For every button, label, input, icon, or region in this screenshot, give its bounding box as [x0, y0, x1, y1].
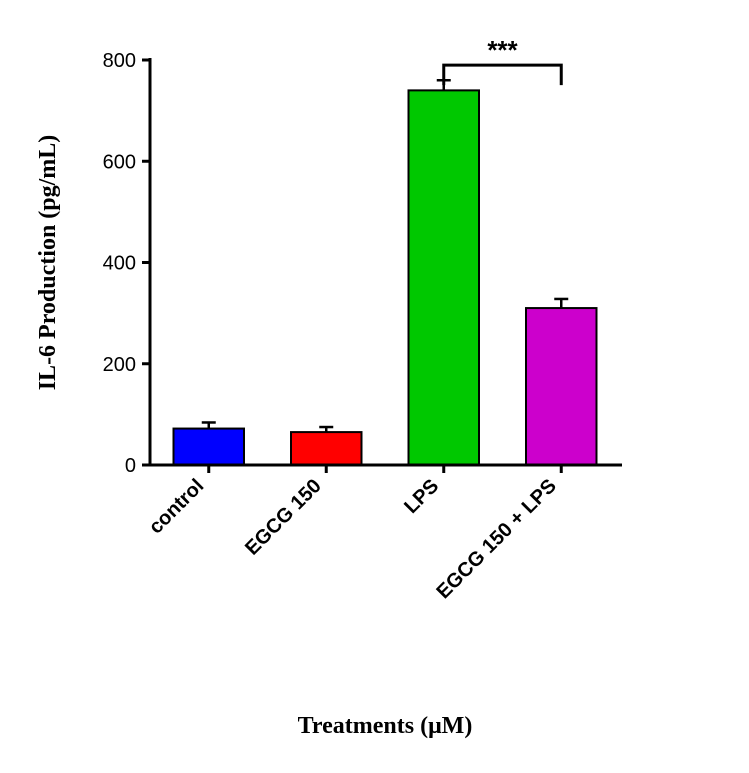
- bar: [526, 308, 597, 465]
- y-tick-label: 200: [103, 354, 136, 376]
- bar: [174, 429, 245, 465]
- y-tick-label: 800: [103, 50, 136, 72]
- y-tick-label: 600: [103, 151, 136, 173]
- bar-chart: ***0200400600800controlEGCG 150LPSEGCG 1…: [0, 0, 749, 773]
- x-axis-label: Treatments (μM): [298, 713, 473, 739]
- bar: [409, 90, 480, 465]
- bar: [291, 432, 362, 465]
- y-tick-label: 400: [103, 253, 136, 275]
- y-axis-label: IL-6 Production (pg/mL): [35, 135, 61, 391]
- chart-container: ***0200400600800controlEGCG 150LPSEGCG 1…: [0, 0, 749, 773]
- significance-label: ***: [487, 35, 518, 65]
- y-tick-label: 0: [125, 455, 136, 477]
